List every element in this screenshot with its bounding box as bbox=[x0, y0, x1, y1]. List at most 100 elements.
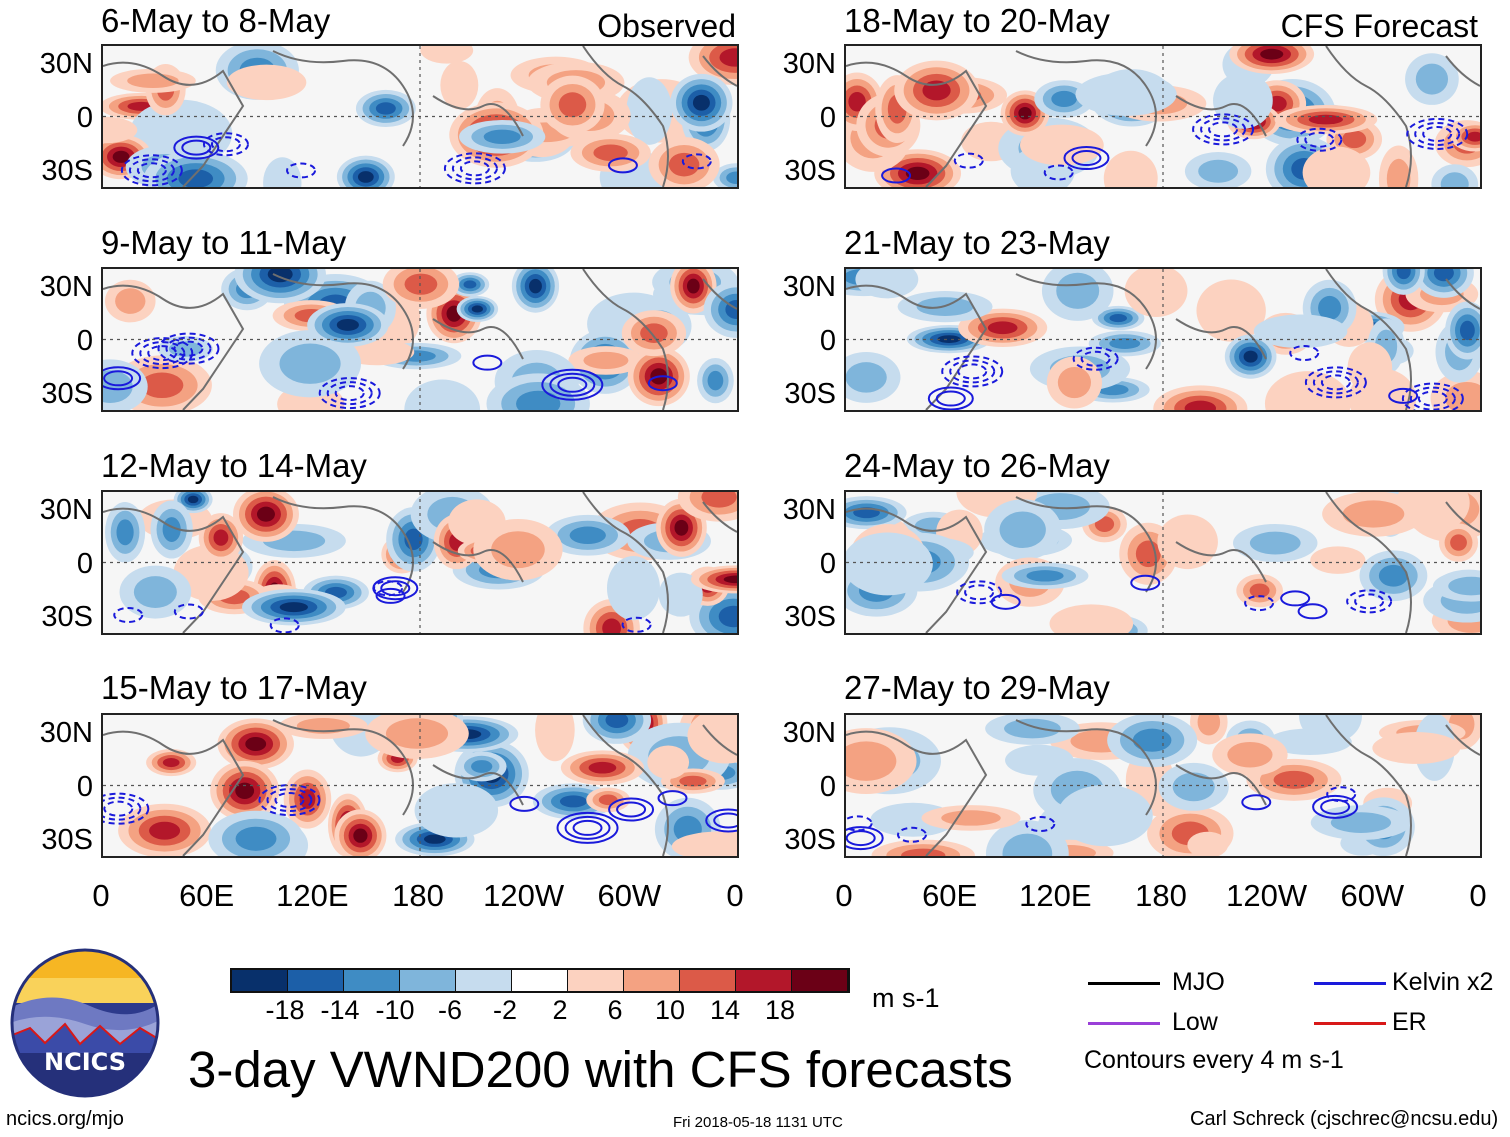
lat-label: 0 bbox=[756, 327, 836, 356]
northerly-anomaly-blob bbox=[1051, 91, 1077, 107]
kelvin-contour bbox=[847, 831, 875, 845]
lat-label: 30N bbox=[13, 719, 93, 748]
southerly-anomaly-blob bbox=[300, 789, 316, 809]
panel-period-title: 9-May to 11-May bbox=[101, 226, 346, 259]
colorbar bbox=[230, 968, 850, 993]
er-line-icon bbox=[1314, 1022, 1386, 1025]
northerly-anomaly-blob bbox=[280, 602, 308, 612]
southerly-anomaly-blob bbox=[1260, 49, 1283, 60]
southerly-anomaly-blob bbox=[589, 762, 617, 774]
lat-label: 30N bbox=[756, 50, 836, 79]
northerly-anomaly-blob bbox=[1250, 532, 1301, 555]
southerly-anomaly-blob bbox=[583, 352, 628, 369]
lon-label: 0 bbox=[784, 880, 904, 911]
southerly-anomaly-blob bbox=[1348, 342, 1392, 393]
lon-label: 120W bbox=[464, 880, 584, 911]
southerly-anomaly-blob bbox=[1342, 130, 1366, 148]
kelvin-line-icon bbox=[1314, 982, 1386, 985]
map-panel-observed bbox=[101, 490, 739, 635]
colorbar-swatch bbox=[624, 970, 680, 991]
lon-label: 60E bbox=[890, 880, 1010, 911]
ncics-logo: NCICS bbox=[10, 948, 160, 1098]
legend-mjo: MJO bbox=[1172, 970, 1225, 995]
southerly-anomaly-blob bbox=[420, 46, 473, 64]
page-title: 3-day VWND200 with CFS forecasts bbox=[188, 1040, 1013, 1099]
footer-url[interactable]: ncics.org/mjo bbox=[6, 1108, 124, 1131]
northerly-anomaly-blob bbox=[708, 371, 724, 390]
lat-label: 0 bbox=[756, 104, 836, 133]
southerly-anomaly-blob bbox=[163, 758, 180, 767]
footer-timestamp: Fri 2018-05-18 1131 UTC bbox=[673, 1114, 843, 1131]
kelvin-contour bbox=[1299, 604, 1327, 618]
northerly-anomaly-blob bbox=[464, 280, 477, 288]
kelvin-contour bbox=[473, 356, 501, 370]
lat-label: 30N bbox=[756, 719, 836, 748]
lon-label: 120W bbox=[1207, 880, 1327, 911]
northerly-anomaly-blob bbox=[1244, 351, 1258, 363]
southerly-anomaly-blob bbox=[1157, 515, 1218, 570]
panel-period-title: 24-May to 26-May bbox=[844, 449, 1110, 482]
panel-period-title: 27-May to 29-May bbox=[844, 671, 1110, 704]
lat-label: 0 bbox=[13, 104, 93, 133]
southerly-anomaly-blob bbox=[647, 746, 689, 779]
southerly-anomaly-blob bbox=[1050, 604, 1134, 633]
lon-label: 60E bbox=[147, 880, 267, 911]
anomaly-field bbox=[846, 269, 1480, 410]
colorbar-swatch bbox=[288, 970, 344, 991]
lat-label: 30N bbox=[13, 50, 93, 79]
northerly-anomaly-blob bbox=[1460, 321, 1475, 340]
northerly-anomaly-blob bbox=[1213, 73, 1273, 129]
southerly-anomaly-blob bbox=[1265, 371, 1351, 410]
anomaly-field bbox=[103, 492, 737, 633]
northerly-anomaly-blob bbox=[404, 380, 480, 410]
northerly-anomaly-blob bbox=[938, 335, 961, 343]
northerly-anomaly-blob bbox=[846, 533, 933, 596]
southerly-anomaly-blob bbox=[353, 828, 367, 842]
northerly-anomaly-blob bbox=[1254, 314, 1348, 348]
legend-kelvin: Kelvin x2 bbox=[1392, 970, 1493, 995]
lon-label: 60W bbox=[1312, 880, 1432, 911]
southerly-anomaly-blob bbox=[1450, 534, 1467, 550]
colorbar-swatch bbox=[344, 970, 400, 991]
northerly-anomaly-blob bbox=[1005, 745, 1074, 776]
kelvin-contour bbox=[965, 585, 993, 599]
southerly-anomaly-blob bbox=[1372, 732, 1460, 764]
kelvin-contour bbox=[1355, 594, 1383, 608]
colorbar-swatch bbox=[680, 970, 736, 991]
southerly-anomaly-blob bbox=[245, 737, 266, 751]
southerly-anomaly-blob bbox=[115, 288, 145, 314]
lon-label: 180 bbox=[1101, 880, 1221, 911]
southerly-anomaly-blob bbox=[214, 529, 229, 545]
southerly-anomaly-blob bbox=[1227, 742, 1272, 768]
lat-label: 30S bbox=[756, 826, 836, 855]
southerly-anomaly-blob bbox=[1018, 107, 1031, 119]
colorbar-units: m s-1 bbox=[872, 983, 940, 1014]
lat-label: 30N bbox=[756, 273, 836, 302]
lon-label: 60W bbox=[569, 880, 689, 911]
lat-label: 30N bbox=[13, 496, 93, 525]
northerly-anomaly-blob bbox=[471, 760, 492, 773]
anomaly-field bbox=[846, 46, 1480, 187]
contour-note: Contours every 4 m s-1 bbox=[1084, 1048, 1344, 1073]
northerly-anomaly-blob bbox=[337, 319, 359, 331]
map-panel-observed bbox=[101, 713, 739, 858]
southerly-anomaly-blob bbox=[1274, 771, 1315, 789]
southerly-anomaly-blob bbox=[257, 507, 275, 522]
northerly-anomaly-blob bbox=[570, 527, 606, 544]
northerly-anomaly-blob bbox=[607, 556, 660, 620]
lat-label: 30S bbox=[13, 157, 93, 186]
northerly-anomaly-blob bbox=[279, 344, 340, 384]
southerly-anomaly-blob bbox=[535, 715, 575, 761]
northerly-anomaly-blob bbox=[188, 496, 199, 503]
southerly-anomaly-blob bbox=[941, 810, 1000, 825]
northerly-anomaly-blob bbox=[1056, 273, 1099, 309]
lat-label: 0 bbox=[13, 550, 93, 579]
lat-label: 30S bbox=[756, 380, 836, 409]
lat-label: 30N bbox=[13, 273, 93, 302]
northerly-anomaly-blob bbox=[1057, 785, 1153, 846]
panel-period-title: 18-May to 20-May bbox=[844, 4, 1110, 37]
lat-label: 30S bbox=[13, 603, 93, 632]
northerly-anomaly-blob bbox=[1000, 511, 1046, 547]
southerly-anomaly-blob bbox=[988, 321, 1018, 334]
lon-label: 0 bbox=[1418, 880, 1510, 911]
